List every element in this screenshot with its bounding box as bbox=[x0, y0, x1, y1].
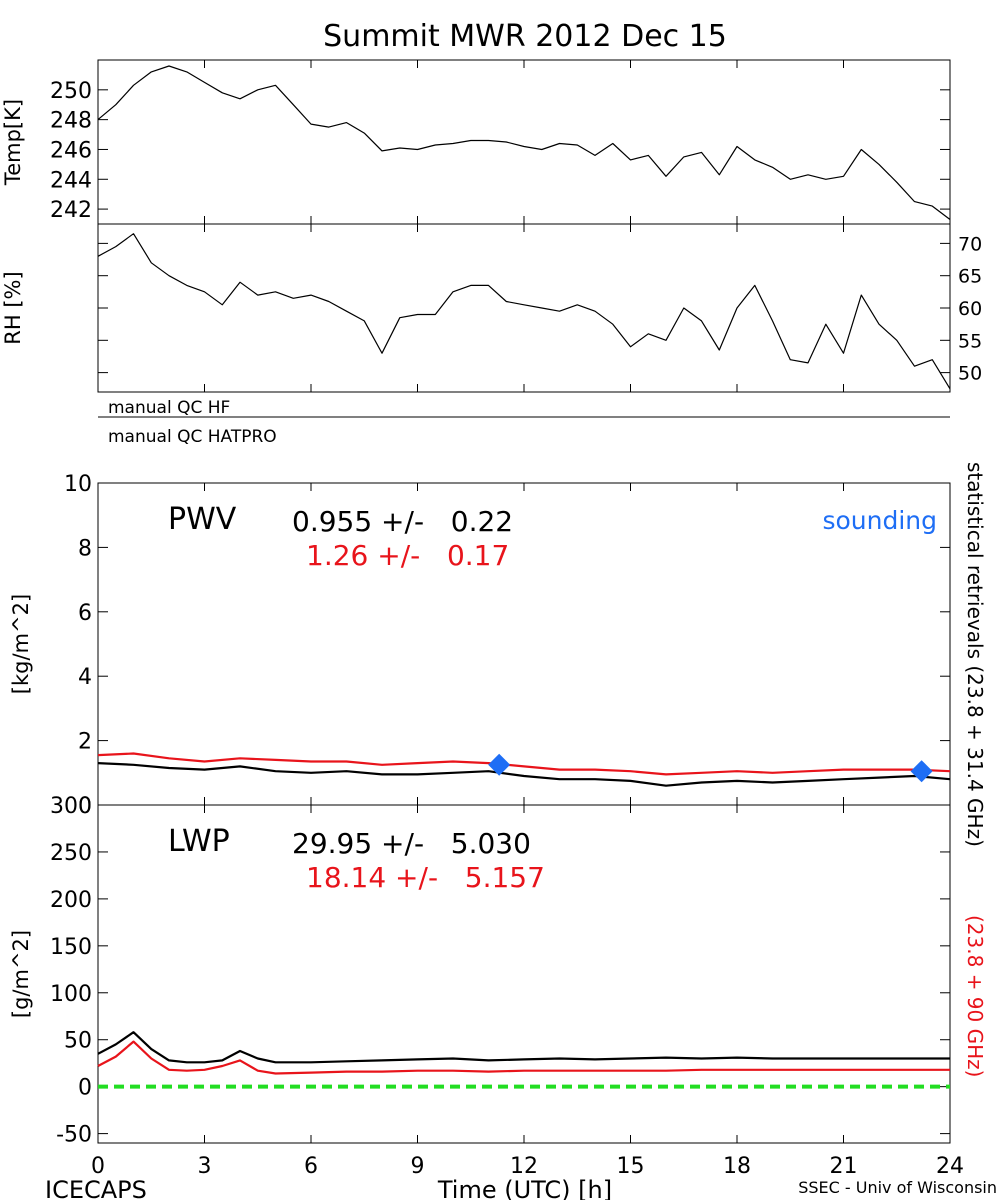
temp-panel: 242 244 246 248 250 Temp[K] bbox=[1, 59, 951, 225]
temp-ytick-label: 242 bbox=[50, 198, 92, 223]
x-axis-title: Time (UTC) [h] bbox=[437, 1176, 612, 1200]
pwv-panel-label: PWV bbox=[168, 502, 237, 537]
pwv-series-red bbox=[97, 752, 951, 776]
lwp-ytick-label: -50 bbox=[56, 1123, 92, 1148]
lwp-ytick-label: 0 bbox=[78, 1076, 92, 1101]
right-label-black: statistical retrievals (23.8 + 31.4 GHz) bbox=[963, 462, 987, 847]
lwp-xtick-label: 3 bbox=[198, 1154, 212, 1179]
pwv-ytick-label: 10 bbox=[64, 472, 92, 497]
pwv-sounding-point bbox=[910, 760, 933, 783]
footer-left: ICECAPS bbox=[45, 1176, 147, 1200]
lwp-stat-red: 18.14 +/- 5.157 bbox=[306, 861, 545, 894]
lwp-ytick-label: 150 bbox=[50, 935, 92, 960]
pwv-sounding-point bbox=[488, 753, 511, 776]
lwp-ytick-label: 300 bbox=[50, 794, 92, 819]
lwp-xtick-label: 18 bbox=[723, 1154, 751, 1179]
rh-frame bbox=[97, 223, 951, 393]
temp-series-black bbox=[97, 65, 951, 220]
rh-ylabel: RH [%] bbox=[1, 271, 25, 344]
temp-ytick-label: 250 bbox=[50, 79, 92, 104]
qc-strip: manual QC HF manual QC HATPRO bbox=[98, 398, 950, 447]
qc-label-hf: manual QC HF bbox=[108, 398, 230, 418]
lwp-panel-label: LWP bbox=[168, 824, 230, 859]
rh-series-black bbox=[97, 233, 951, 390]
pwv-ytick-label: 0 bbox=[78, 794, 92, 819]
rh-ytick-label: 70 bbox=[958, 233, 982, 255]
pwv-ytick-label: 2 bbox=[78, 730, 92, 755]
lwp-series-black bbox=[97, 1031, 950, 1064]
lwp-xtick-label: 21 bbox=[830, 1154, 858, 1179]
lwp-stat-black: 29.95 +/- 5.030 bbox=[292, 827, 531, 860]
lwp-xtick-label: 12 bbox=[510, 1154, 538, 1179]
temp-ytick-label: 244 bbox=[50, 168, 92, 193]
lwp-xtick-label: 0 bbox=[91, 1154, 105, 1179]
pwv-ytick-label: 8 bbox=[78, 536, 92, 561]
pwv-ytick-label: 4 bbox=[78, 665, 92, 690]
rh-ytick-label: 55 bbox=[958, 330, 982, 352]
qc-label-hatpro: manual QC HATPRO bbox=[108, 427, 277, 447]
lwp-xtick-label: 24 bbox=[936, 1154, 964, 1179]
temp-frame bbox=[97, 59, 951, 225]
pwv-stat-black: 0.955 +/- 0.22 bbox=[292, 505, 513, 538]
pwv-legend-sounding: sounding bbox=[822, 506, 937, 535]
temp-ytick-label: 246 bbox=[50, 138, 92, 163]
lwp-ylabel: [g/m^2] bbox=[9, 930, 33, 1018]
lwp-ytick-label: 250 bbox=[50, 841, 92, 866]
lwp-xtick-label: 15 bbox=[617, 1154, 645, 1179]
figure-title: Summit MWR 2012 Dec 15 bbox=[323, 19, 727, 54]
temp-ytick-label: 248 bbox=[50, 109, 92, 134]
pwv-stat-red: 1.26 +/- 0.17 bbox=[306, 539, 509, 572]
pwv-ylabel: [kg/m^2] bbox=[9, 594, 33, 694]
lwp-series-red bbox=[97, 1040, 950, 1075]
lwp-xtick-label: 9 bbox=[411, 1154, 425, 1179]
lwp-xtick-label: 6 bbox=[304, 1154, 318, 1179]
lwp-ytick-label: 100 bbox=[50, 982, 92, 1007]
pwv-ytick-label: 6 bbox=[78, 601, 92, 626]
pwv-series-black bbox=[97, 762, 951, 787]
right-label-red: (23.8 + 90 GHz) bbox=[963, 915, 987, 1077]
pwv-panel: 0 2 4 6 8 10 [kg/m^2] PWV 0.955 +/- 0.221.26 +/-… bbox=[9, 472, 951, 819]
temp-ylabel: Temp[K] bbox=[1, 99, 25, 186]
footer-right: SSEC - Univ of Wisconsin bbox=[798, 1178, 997, 1197]
lwp-ytick-label: 200 bbox=[50, 888, 92, 913]
lwp-ytick-label: 50 bbox=[64, 1029, 92, 1054]
rh-ytick-label: 50 bbox=[958, 363, 982, 385]
rh-panel: 50 55 60 65 70 RH [%] bbox=[1, 223, 982, 393]
rh-ytick-label: 60 bbox=[958, 298, 982, 320]
rh-ytick-label: 65 bbox=[958, 266, 982, 288]
